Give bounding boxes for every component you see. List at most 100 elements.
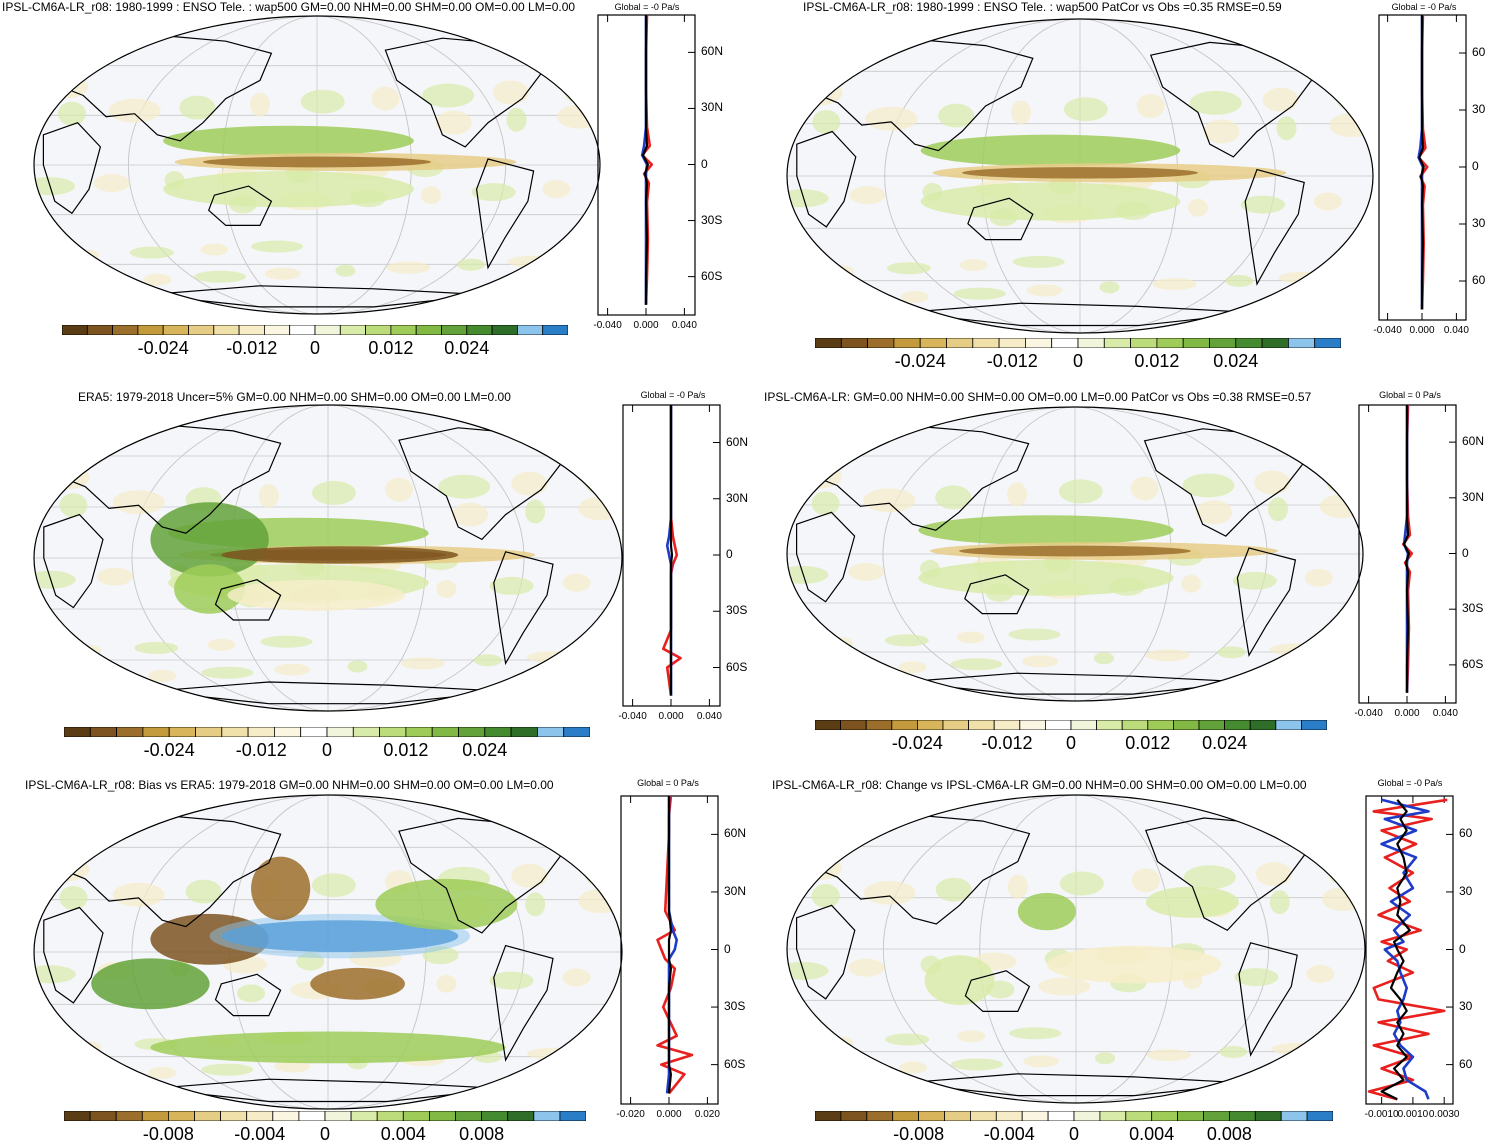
colorbar-box: [516, 325, 544, 335]
colorbar-tick-label: 0.004: [1129, 1124, 1175, 1144]
colorbar-tick-label: -0.012: [981, 733, 1033, 753]
shading-patch: [251, 856, 311, 921]
continent-outline: [475, 158, 535, 270]
colorbar-box: [162, 325, 189, 335]
panel-6-map: [786, 794, 1366, 1104]
colorbar-box: [840, 1111, 868, 1121]
colorbar-box: [441, 325, 468, 335]
shading-patch: [1046, 945, 1222, 984]
colorbar-box: [815, 1111, 842, 1121]
zonal-lat-label: 60S: [726, 659, 748, 674]
shading-patch: [827, 294, 872, 307]
shading-patch: [1058, 479, 1103, 504]
shading-patch: [811, 883, 840, 908]
panel-1-zonal-title: Global = -0 Pa/s: [614, 2, 680, 12]
shading-patch: [562, 968, 591, 987]
shading-patch: [148, 669, 177, 682]
colorbar-box: [1121, 720, 1149, 730]
zonal-x-label: 0.000: [658, 711, 684, 722]
zonal-x-label: -0.040: [618, 711, 647, 722]
coastlines: [43, 424, 566, 705]
shading-patch: [1269, 890, 1290, 915]
colorbar-box: [1099, 1111, 1127, 1121]
colorbar-box: [405, 727, 433, 737]
colorbar-box: [536, 727, 565, 737]
zonal-x-label: 0.040: [671, 320, 697, 331]
shading-patch: [59, 885, 88, 910]
shading-patch: [1095, 1052, 1116, 1065]
shading-patch: [1094, 652, 1114, 665]
shading-patch: [108, 98, 161, 123]
colorbar-box: [1275, 720, 1302, 730]
colorbar-box: [86, 325, 113, 335]
panel-2-zonal-title: Global = -0 Pa/s: [1391, 2, 1457, 12]
colorbar-tick-label: -0.012: [986, 351, 1038, 371]
shading-patch: [311, 480, 356, 505]
zonal-lat-label: 30S: [701, 212, 723, 227]
colorbar-box: [89, 727, 117, 737]
shading-patch: [436, 580, 457, 598]
panel-2-map: [786, 18, 1374, 334]
colorbar-box: [563, 727, 590, 737]
continent-outline: [1244, 168, 1305, 286]
shading-patch: [1196, 500, 1233, 525]
shading-patch: [1011, 100, 1031, 125]
shading-patch: [91, 958, 210, 1010]
colorbar-box: [263, 325, 291, 335]
shading-patch: [899, 1061, 928, 1074]
zonal-lat-label: 30N: [701, 100, 724, 115]
panel-5-zonal-plot: [620, 795, 719, 1105]
shading-patch: [935, 485, 972, 510]
shading-patch: [1026, 284, 1063, 297]
shading-patch: [438, 474, 491, 499]
colorbar-box: [89, 1111, 117, 1121]
colorbar-box: [112, 325, 139, 335]
continent-outline: [42, 122, 102, 215]
panel-4-title: IPSL-CM6A-LR: GM=0.00 NHM=0.00 SHM=0.00 …: [764, 390, 1312, 404]
colorbar-box: [1051, 338, 1079, 348]
zonal-x-label: 0.040: [1432, 708, 1458, 719]
zonal-x-label: 0.020: [694, 1109, 720, 1120]
shading-patch: [1313, 192, 1342, 211]
continent-outline: [964, 574, 1030, 615]
colorbar-box: [415, 325, 442, 335]
colorbar-box: [188, 325, 215, 335]
shading-patch: [492, 80, 529, 105]
colorbar-box: [458, 727, 486, 737]
panel-6-zonal-title: Global = -0 Pa/s: [1377, 778, 1443, 788]
colorbar-tick-label: 0: [321, 740, 333, 760]
panel-1-map: [33, 15, 601, 315]
shading-patch: [833, 637, 853, 650]
shading-patch: [251, 240, 304, 253]
colorbar-box: [993, 720, 1021, 730]
shading-patch: [1203, 119, 1240, 144]
shading-patch: [827, 1064, 872, 1077]
shading-patch: [918, 559, 1174, 596]
shading-patch: [489, 576, 534, 595]
shading-patch: [959, 545, 1191, 557]
shading-patch: [112, 882, 165, 907]
shading-patch: [1327, 859, 1348, 883]
shading-patch: [386, 261, 431, 274]
colorbar-box: [815, 720, 842, 730]
colorbar-tick-label: 0.008: [1206, 1124, 1252, 1144]
shading-patch: [918, 515, 1174, 546]
continent-outline: [207, 185, 273, 226]
shading-patch: [274, 663, 311, 676]
colorbar-box: [1177, 1111, 1204, 1121]
panel-5-map: [33, 794, 623, 1110]
shading-patch: [207, 638, 236, 651]
shading-patch: [400, 657, 445, 670]
panel-6-title: IPSL-CM6A-LR_r08: Change vs IPSL-CM6A-LR…: [772, 778, 1307, 792]
shading-patch: [1254, 470, 1291, 495]
colorbar-box: [867, 338, 895, 348]
shading-patch: [506, 107, 527, 132]
shading-patch: [935, 877, 972, 902]
shading-patch: [1012, 255, 1065, 268]
shading-patch: [1182, 473, 1235, 498]
shading-patch: [1007, 874, 1028, 899]
shading-patch: [260, 635, 313, 648]
shading-patch: [600, 648, 622, 661]
shading-patch: [525, 499, 546, 524]
zonal-x-label: 0.000: [1409, 325, 1435, 336]
